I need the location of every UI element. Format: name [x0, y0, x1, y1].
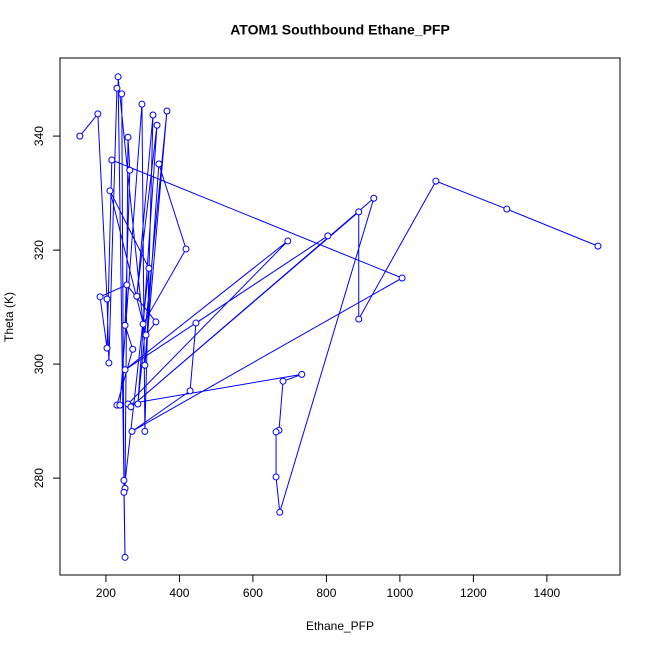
point — [94, 110, 102, 118]
y-axis-label: Theta (K) — [2, 292, 16, 342]
point — [355, 208, 363, 216]
point — [141, 427, 149, 435]
point — [163, 107, 171, 115]
point — [272, 428, 280, 436]
point — [103, 344, 111, 352]
x-tick-label: 600 — [243, 586, 263, 600]
point — [103, 295, 111, 303]
point — [116, 401, 124, 409]
point — [398, 274, 406, 282]
point — [149, 111, 157, 119]
point — [594, 242, 602, 250]
y-tick-label: 340 — [32, 126, 46, 146]
point — [432, 177, 440, 185]
point — [114, 73, 122, 81]
point — [128, 427, 136, 435]
point — [129, 345, 137, 353]
point — [324, 232, 332, 240]
point — [123, 281, 131, 289]
point — [279, 377, 287, 385]
point — [120, 488, 128, 496]
point — [355, 315, 363, 323]
point — [192, 319, 200, 327]
point — [138, 100, 146, 108]
point — [284, 237, 292, 245]
point — [276, 508, 284, 516]
x-tick-label: 1000 — [387, 586, 414, 600]
y-tick-label: 280 — [32, 468, 46, 488]
point — [106, 187, 114, 195]
point — [141, 361, 149, 369]
x-axis-label: Ethane_PFP — [306, 619, 374, 633]
point — [118, 90, 126, 98]
point — [155, 160, 163, 168]
plot-box — [59, 57, 621, 576]
point — [121, 553, 129, 561]
point — [113, 84, 121, 92]
point — [96, 293, 104, 301]
y-tick-label: 300 — [32, 354, 46, 374]
point — [186, 387, 194, 395]
y-tick-label: 320 — [32, 240, 46, 260]
point — [120, 476, 128, 484]
x-tick-label: 200 — [96, 586, 116, 600]
point — [127, 403, 135, 411]
point — [134, 400, 142, 408]
point — [370, 194, 378, 202]
point — [105, 359, 113, 367]
chart-title: ATOM1 Southbound Ethane_PFP — [230, 22, 450, 38]
point — [121, 321, 129, 329]
point — [121, 366, 129, 374]
point — [108, 156, 116, 164]
point — [152, 318, 160, 326]
x-tick-label: 800 — [316, 586, 336, 600]
point — [272, 473, 280, 481]
point — [133, 292, 141, 300]
point — [153, 121, 161, 129]
point — [298, 370, 306, 378]
x-tick-label: 1400 — [534, 586, 561, 600]
point — [503, 205, 511, 213]
point — [145, 264, 153, 272]
x-tick-label: 400 — [169, 586, 189, 600]
point — [142, 331, 150, 339]
x-tick-label: 1200 — [460, 586, 487, 600]
point — [182, 245, 190, 253]
point — [124, 133, 132, 141]
point — [76, 132, 84, 140]
point — [139, 320, 147, 328]
point — [126, 166, 134, 174]
